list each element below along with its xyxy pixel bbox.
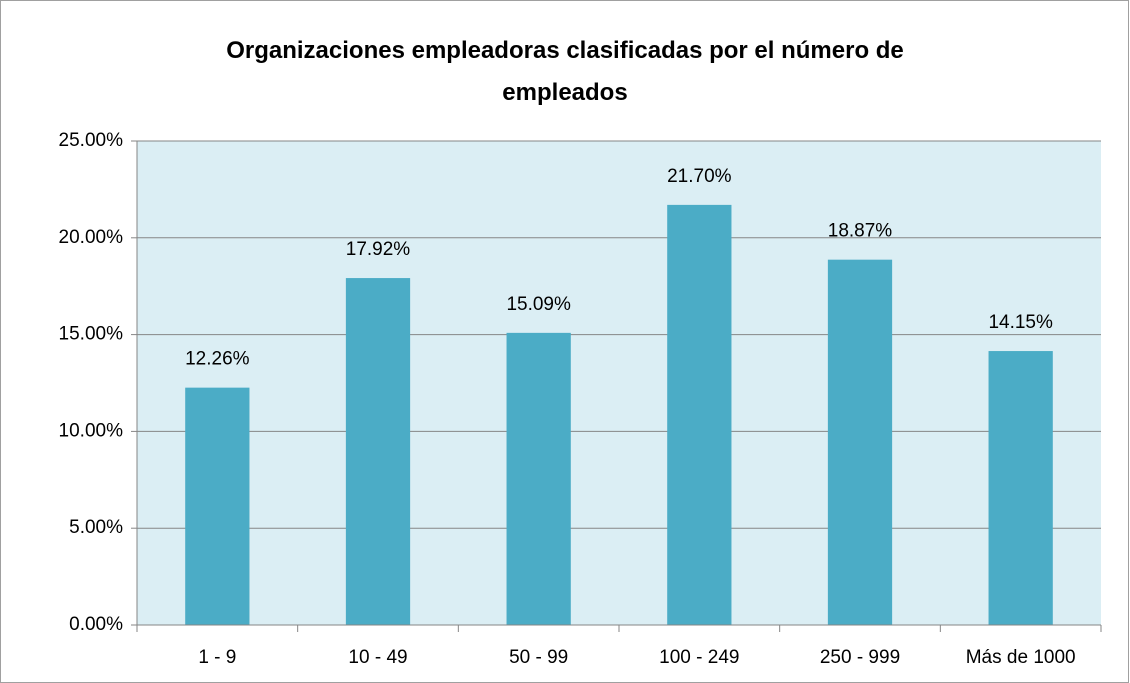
data-label: 15.09%	[506, 294, 571, 315]
y-tick-label: 0.00%	[69, 614, 123, 635]
data-label: 21.70%	[667, 166, 732, 187]
chart-title: Organizaciones empleadoras clasificadas …	[226, 37, 904, 106]
data-label: 12.26%	[185, 349, 250, 370]
bar	[988, 351, 1053, 625]
y-tick-label: 10.00%	[59, 420, 124, 441]
y-tick-label: 20.00%	[59, 227, 124, 248]
bar	[827, 259, 893, 625]
data-label: 17.92%	[346, 239, 411, 260]
x-tick-label: 10 - 49	[348, 647, 407, 668]
plot-area	[137, 141, 1101, 625]
bar	[185, 387, 250, 625]
data-label: 18.87%	[828, 221, 893, 242]
bar	[345, 278, 411, 625]
y-tick-label: 5.00%	[69, 517, 123, 538]
data-label: 14.15%	[988, 312, 1053, 333]
y-tick-label: 25.00%	[59, 130, 124, 151]
x-tick-label: 50 - 99	[509, 647, 568, 668]
y-tick-label: 15.00%	[59, 324, 124, 345]
bar	[667, 204, 732, 625]
bar	[506, 332, 571, 625]
x-tick-label: Más de 1000	[966, 647, 1076, 668]
x-tick-label: 1 - 9	[198, 647, 236, 668]
x-tick-label: 100 - 249	[659, 647, 739, 668]
x-tick-label: 250 - 999	[820, 647, 900, 668]
